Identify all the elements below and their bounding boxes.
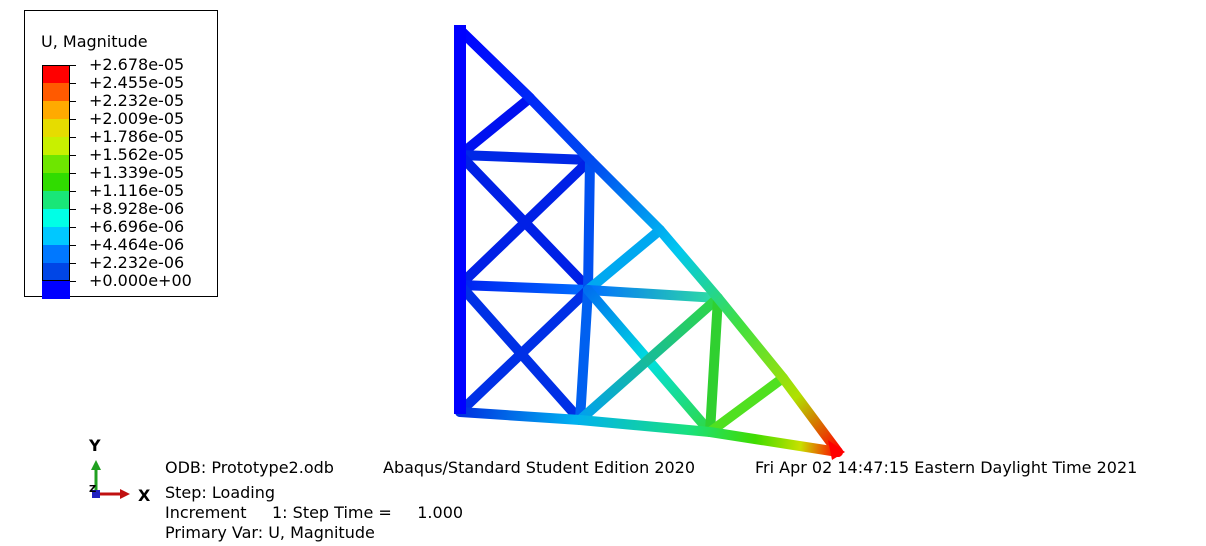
legend-value: +1.562e-05 [89,145,185,164]
legend-title: U, Magnitude [41,32,148,51]
step-label: Step: Loading [165,483,276,502]
legend-value: +8.928e-06 [89,199,185,218]
legend-tick [70,209,76,210]
legend-tick [70,101,76,102]
legend-tick [70,245,76,246]
truss-member [455,280,593,295]
legend-value: +2.678e-05 [89,55,185,74]
legend-tick [70,137,76,138]
truss-member [583,155,595,295]
legend-value: +2.009e-05 [89,109,185,128]
load-point-marker [828,440,845,460]
axis-triad [91,460,130,499]
odb-name: ODB: Prototype2.odb [165,458,334,477]
legend-color-swatch [42,155,70,173]
truss-member [575,293,723,425]
legend-value: +1.116e-05 [89,181,185,200]
legend-tick [70,263,76,264]
legend-tick [70,281,76,282]
truss-member [575,285,593,425]
truss-member [455,25,843,457]
legend-tick [70,83,76,84]
timestamp-label: Fri Apr 02 14:47:15 Eastern Daylight Tim… [755,458,1138,477]
legend-value: +4.464e-06 [89,235,185,254]
legend-color-bar-frame [42,65,70,281]
truss-member [705,293,723,437]
x-axis-arrowhead [120,489,130,499]
legend-tick [70,227,76,228]
legend-tick [70,191,76,192]
contour-legend: U, Magnitude +2.678e-05 +2.455e-05 +2.232e… [24,10,218,299]
truss-member [455,155,595,290]
z-axis-marker [92,490,100,498]
legend-tick [70,119,76,120]
legend-value: +6.696e-06 [89,217,185,236]
legend-value: +2.232e-05 [89,91,185,110]
x-axis-label: X [138,486,151,505]
legend-color-swatch [42,173,70,191]
truss-member [455,285,593,417]
truss-member [455,93,535,160]
truss-member [455,150,595,165]
truss-member [583,285,723,303]
y-axis-label: Y [89,436,101,455]
legend-color-swatch [42,209,70,227]
legend-tick [70,155,76,156]
legend-color-swatch [42,65,70,83]
primary-var-label: Primary Var: U, Magnitude [165,523,375,542]
truss-member [455,407,843,457]
legend-color-swatch [42,83,70,101]
legend-color-swatch [42,263,70,281]
y-axis-arrowhead [91,460,101,470]
legend-value: +1.786e-05 [89,127,185,146]
legend-color-swatch [42,227,70,245]
legend-value: +2.455e-05 [89,73,185,92]
legend-color-swatch [42,137,70,155]
legend-color-swatch [42,191,70,209]
legend-color-swatch [42,281,70,299]
z-axis-label: Z [89,484,97,495]
increment-label: Increment 1: Step Time = 1.000 [165,503,464,522]
edition-label: Abaqus/Standard Student Edition 2020 [383,458,696,477]
legend-tick [70,173,76,174]
legend-color-swatch [42,101,70,119]
legend-value: +1.339e-05 [89,163,185,182]
legend-color-swatch [42,245,70,263]
legend-tick [70,65,76,66]
truss-member [583,225,665,295]
legend-value: +2.232e-06 [89,253,185,272]
legend-color-swatch [42,119,70,137]
legend-value: +0.000e+00 [89,271,192,290]
truss-member [705,373,788,437]
